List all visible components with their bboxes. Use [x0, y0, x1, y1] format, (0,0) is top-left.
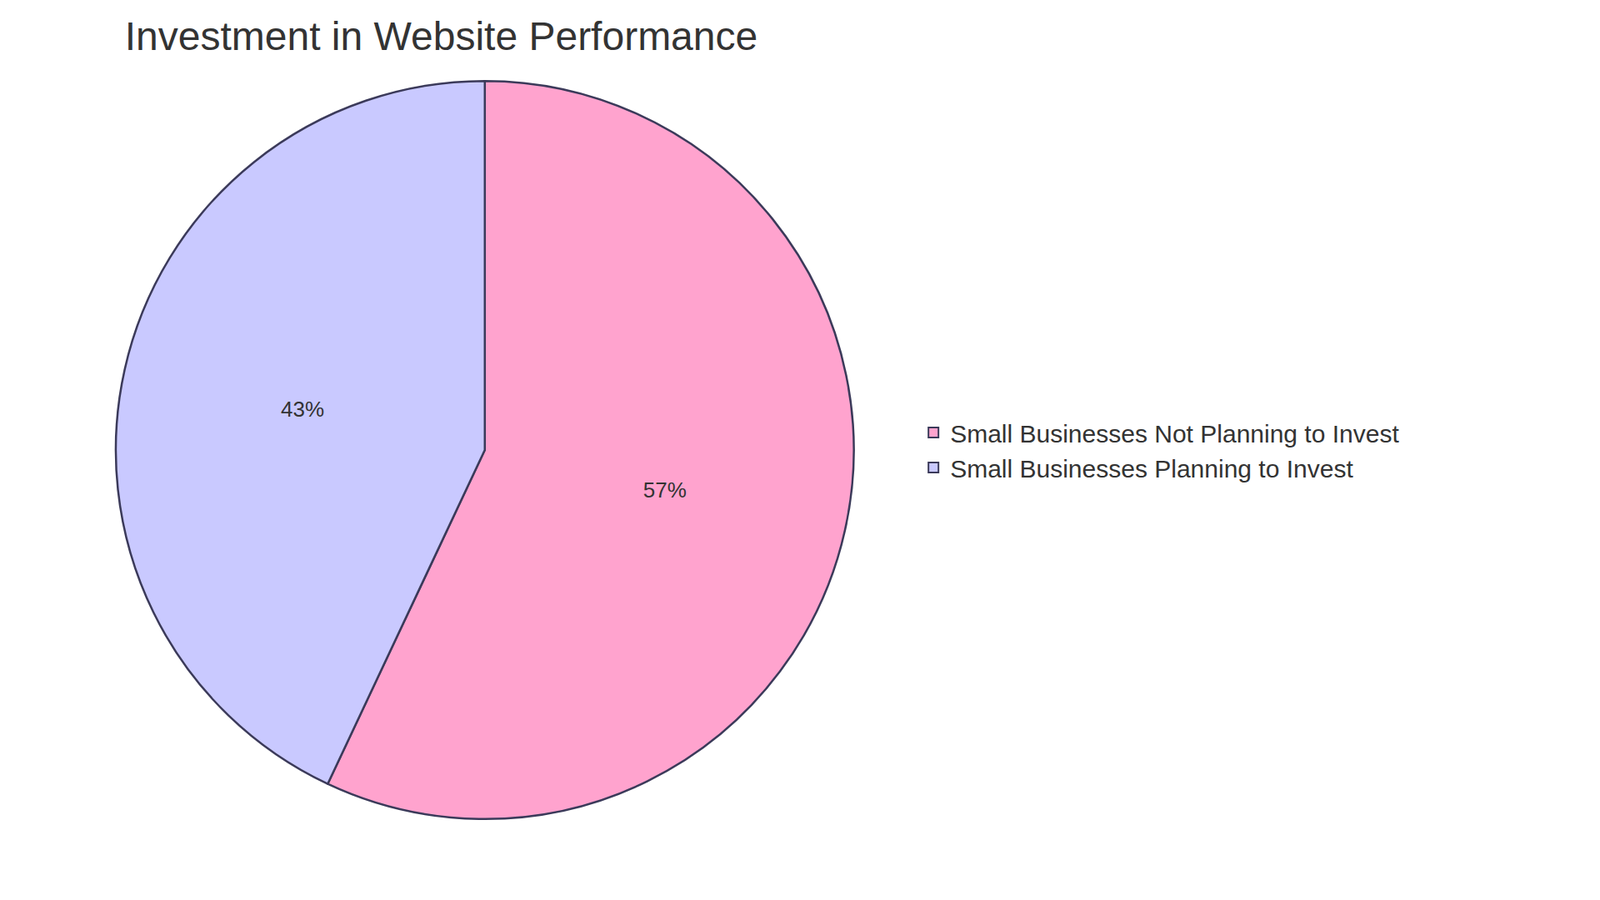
svg-text:43%: 43% [280, 396, 325, 422]
svg-text:Small Businesses Planning to I: Small Businesses Planning to Invest [950, 455, 1354, 483]
svg-text:Investment in Website Performa: Investment in Website Performance [125, 14, 758, 59]
svg-text:57%: 57% [643, 477, 687, 503]
svg-text:Small Businesses Not Planning: Small Businesses Not Planning to Invest [950, 420, 1400, 448]
